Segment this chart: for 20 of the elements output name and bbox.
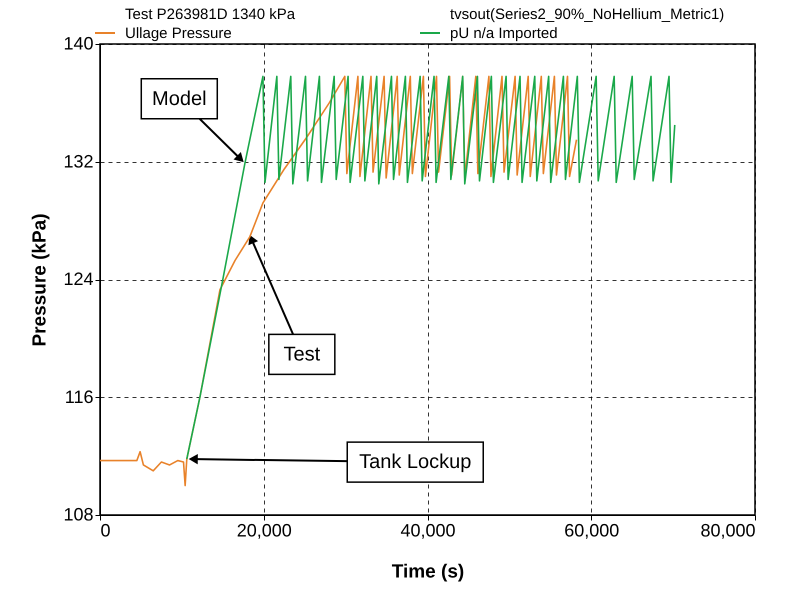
line-series [99, 76, 578, 486]
annotation: Test [283, 343, 321, 366]
x-tick-label: 40,000 [400, 520, 456, 540]
annotation: Tank Lockup [359, 451, 472, 474]
text: Test P263981D 1340 kPa [125, 6, 296, 23]
text: tvsout(Series2_90%_NoHellium_Metric1) [450, 6, 724, 23]
x-tick-label: 0 [100, 520, 111, 540]
legend-label: Ullage Pressure [125, 25, 232, 42]
x-axis-title: Time (s) [392, 562, 464, 582]
y-tick-label: 116 [64, 386, 94, 407]
x-tick-label: 60,000 [564, 520, 620, 540]
y-tick-label: 132 [63, 151, 94, 172]
x-tick-label: 80,000 [700, 520, 756, 540]
y-axis-title: Pressure (kPa) [29, 213, 50, 347]
y-tick-label: 140 [63, 34, 94, 54]
legend-label: pU n/a Imported [450, 25, 558, 42]
x-tick-label: 20,000 [236, 520, 292, 540]
y-tick-label: 108 [63, 504, 94, 524]
y-tick-label: 124 [63, 269, 94, 289]
annotation: Model [152, 88, 207, 110]
